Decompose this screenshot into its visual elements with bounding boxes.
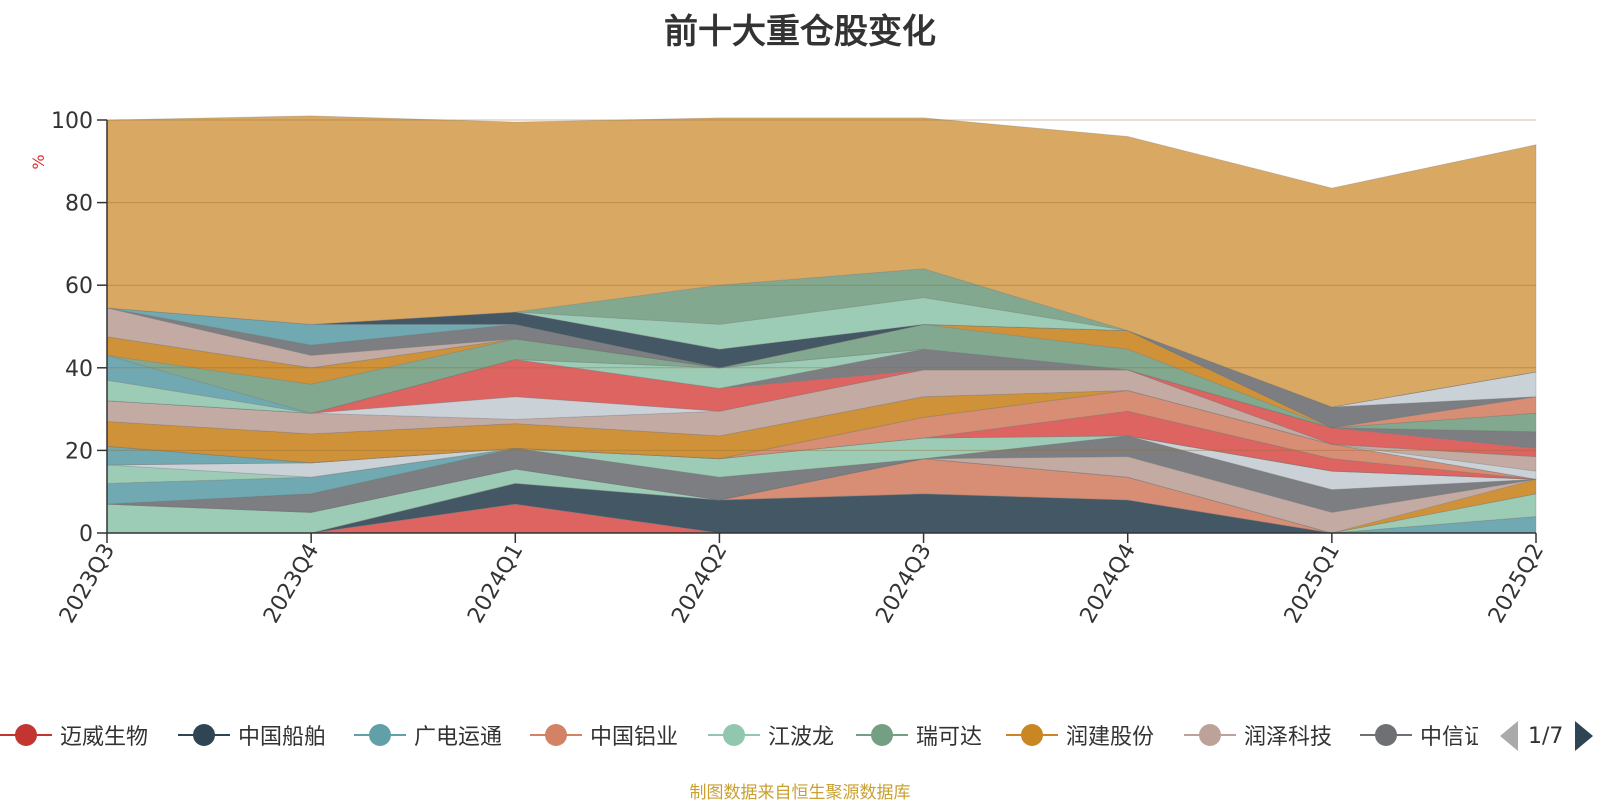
legend-item[interactable]: 润泽科技 — [1184, 716, 1332, 754]
legend-item[interactable]: 广电运通 — [354, 716, 502, 754]
grid-lines — [107, 119, 1536, 451]
legend-label: 江波龙 — [768, 725, 835, 750]
x-tick-label: 2024Q3 — [871, 540, 936, 628]
legend-label: 迈威生物 — [60, 725, 149, 750]
stacked-area-chart: 0 20 40 60 80 100 2023Q3 2023Q4 2024Q1 2024Q2 2024… — [29, 109, 1549, 628]
legend-item[interactable]: 中国船舶 — [178, 716, 326, 754]
legend-marker-icon — [530, 716, 582, 754]
x-tick-label: 2024Q4 — [1076, 540, 1141, 628]
legend-label: 中国船舶 — [238, 725, 327, 750]
legend-label: 润泽科技 — [1244, 725, 1333, 750]
legend-label: 润建股份 — [1066, 725, 1155, 750]
legend-marker-icon — [856, 716, 908, 754]
area-series-25 — [106, 348, 1537, 433]
y-tick-label: 60 — [65, 274, 93, 299]
chart-title: 前十大重仓股变化 — [664, 12, 936, 52]
x-tick-label: 2025Q1 — [1280, 540, 1345, 628]
area-series-26 — [106, 348, 1537, 433]
area-series-24 — [106, 348, 1537, 449]
area-series-3 — [107, 482, 1537, 534]
area-series-20 — [106, 390, 1537, 480]
y-tick-label: 20 — [65, 439, 93, 464]
y-tick-label: 40 — [65, 357, 93, 382]
legend-prev-icon[interactable] — [1500, 721, 1518, 751]
y-tick-label: 100 — [51, 109, 93, 134]
area-series-16 — [106, 410, 1537, 480]
x-tick-label: 2024Q1 — [463, 540, 528, 628]
legend-marker-icon — [1360, 716, 1412, 754]
legend-marker-icon — [178, 716, 230, 754]
area-series-group — [106, 115, 1537, 534]
legend-marker-icon — [1006, 716, 1058, 754]
legend-next-icon[interactable] — [1575, 721, 1594, 751]
legend-label: 广电运通 — [414, 725, 503, 750]
x-tick-label: 2024Q2 — [667, 540, 732, 628]
legend-label: 瑞可达 — [916, 725, 983, 750]
legend-label: 中信证券 — [1420, 725, 1478, 750]
x-tick-label: 2023Q4 — [259, 540, 324, 628]
legend-marker-icon — [1184, 716, 1236, 754]
legend-page-indicator: 1/7 — [1528, 723, 1564, 749]
y-axis-label: % — [29, 154, 48, 169]
area-series-12 — [106, 435, 1537, 505]
legend-item[interactable]: 润建股份 — [1006, 716, 1154, 754]
legend-item[interactable]: 瑞可达 — [856, 716, 982, 754]
legend-marker-icon — [0, 716, 52, 754]
legend-marker-icon — [708, 716, 760, 754]
area-series-37 — [106, 115, 1537, 408]
legend-pager: 1/7 — [1500, 716, 1600, 756]
x-tick-label: 2025Q2 — [1484, 540, 1549, 628]
area-series-7 — [106, 458, 1537, 534]
area-series-27 — [106, 323, 1537, 433]
area-series-32 — [106, 307, 1537, 408]
area-series-23 — [106, 359, 1537, 458]
legend-item[interactable]: 中信证券 — [1360, 716, 1478, 754]
legend-item[interactable]: 江波龙 — [708, 716, 834, 754]
area-series-19 — [106, 390, 1537, 480]
area-series-29 — [106, 323, 1537, 429]
y-tick-label: 80 — [65, 192, 93, 217]
legend-marker-icon — [354, 716, 406, 754]
legend-item[interactable]: 中国铝业 — [530, 716, 678, 754]
legend-item[interactable]: 迈威生物 — [0, 716, 148, 754]
y-tick-label: 0 — [79, 522, 93, 547]
source-footnote: 制图数据来自恒生聚源数据库 — [689, 783, 911, 803]
area-series-13 — [106, 435, 1537, 484]
legend-label: 中国铝业 — [590, 725, 679, 750]
legend: 迈威生物 中国船舶 广电运通 中国铝业 江波龙 瑞可达 润建股份 润泽科技 中信证券 — [0, 716, 1478, 754]
x-tick-label: 2023Q3 — [55, 540, 120, 628]
